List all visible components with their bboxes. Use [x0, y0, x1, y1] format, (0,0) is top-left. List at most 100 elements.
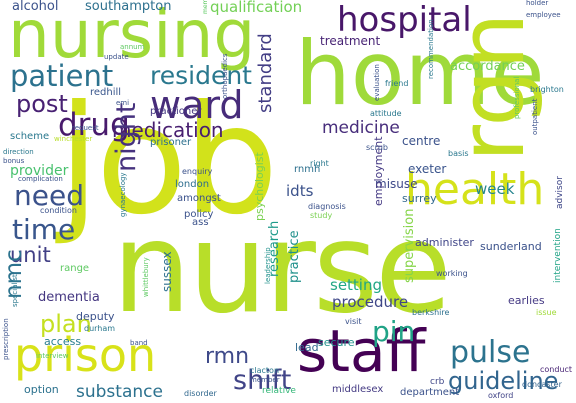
word-deputy: deputy [76, 310, 115, 323]
word-london: london [175, 179, 210, 190]
word-specialist: specialist [11, 274, 19, 307]
word-oxford: oxford [488, 391, 514, 400]
word-sunderland: sunderland [480, 240, 542, 253]
word-direction: direction [3, 148, 34, 156]
word-practioner: practioner [150, 106, 202, 117]
word-annum: annum [120, 43, 145, 51]
word-scrub: scrub [366, 143, 389, 152]
word-procedure: procedure [332, 293, 409, 311]
word-nursing: nursing [8, 0, 256, 73]
word-standard: standard [255, 33, 276, 113]
word-unit: unit [10, 243, 51, 267]
word-membership: membership [202, 0, 209, 14]
word-southampton: southampton [85, 0, 172, 14]
word-access: access [44, 335, 82, 348]
word-rnmh: rnmh [294, 164, 321, 175]
word-redhill: redhill [90, 87, 122, 98]
word-holder: holder [526, 0, 549, 7]
word-recommendation: recommendation [427, 19, 435, 79]
word-leadership: leadership [264, 247, 272, 284]
word-update: update [104, 53, 129, 61]
word-misuse: misuse [375, 177, 418, 191]
word-hospital: hospital [337, 0, 472, 40]
word-conduct: conduct [540, 365, 573, 374]
word-surrey: surrey [402, 192, 437, 205]
word-sussex: sussex [160, 251, 174, 292]
word-psychologist: psychologist [253, 152, 266, 221]
word-staff: staff [297, 317, 426, 385]
word-professional: professional [513, 76, 521, 119]
word-prison: prison [14, 328, 157, 382]
word-earlies: earlies [508, 294, 545, 307]
word-setting: setting [330, 276, 383, 294]
word-health: health [405, 164, 545, 215]
word-policy: policy [184, 209, 214, 220]
word-idts: idts [286, 182, 314, 200]
word-employee: employee [526, 11, 561, 19]
word-evaluation: evaluation [373, 64, 381, 101]
word-study: study [310, 211, 333, 220]
word-brighton: brighton [530, 85, 564, 94]
word-emi: emi [116, 99, 130, 107]
word-diagnosis: diagnosis [308, 202, 346, 211]
word-job: job [58, 74, 279, 248]
word-exeter: exeter [408, 162, 447, 176]
word-attitude: attitude [370, 109, 402, 118]
word-ward: ward [150, 83, 244, 127]
word-post: post [16, 90, 68, 118]
word-secure: secure [318, 336, 355, 349]
word-enquiry: enquiry [182, 167, 213, 176]
word-winchester: winchester [54, 135, 93, 143]
word-friend: friend [385, 79, 409, 88]
word-home: home [295, 22, 545, 125]
word-orthopaedics: orthopaedics [221, 53, 229, 99]
word-qualification: qualification [210, 0, 303, 16]
word-disorder: disorder [184, 389, 217, 398]
word-condition: condition [40, 206, 77, 215]
word-right: right [310, 159, 329, 168]
word-medication: medication [112, 118, 224, 142]
word-bonus: bonus [3, 157, 25, 165]
word-relative: relative [262, 386, 296, 396]
word-dementia: dementia [38, 290, 100, 305]
word-intervention: intervention [553, 228, 563, 283]
word-prescription: prescription [2, 318, 10, 360]
word-treatment: treatment [320, 34, 381, 48]
word-accordance: accordance [450, 59, 525, 74]
word-middlesex: middlesex [332, 384, 384, 395]
word-pulse: pulse [450, 335, 531, 370]
word-pin: pin [372, 315, 416, 348]
word-scheme: scheme [10, 131, 50, 142]
word-interview: interview [36, 352, 69, 360]
word-administer: administer [415, 236, 474, 249]
word-department: department [400, 387, 460, 398]
word-prisoner: prisoner [150, 137, 192, 148]
word-advisor: advisor [555, 176, 565, 209]
word-centre: centre [402, 134, 441, 148]
word-band: band [130, 339, 148, 347]
word-resident: resident [150, 61, 252, 90]
word-practice: practice [287, 230, 302, 283]
word-week: week [475, 180, 515, 198]
word-rmn: rmn [205, 344, 250, 369]
word-time: time [12, 213, 76, 246]
word-drug: drug [58, 107, 130, 143]
word-basis: basis [448, 149, 469, 158]
word-gynaecology: gynaecology [119, 172, 127, 217]
word-provider: provider [10, 163, 69, 179]
word-outpatient: outpatient [531, 98, 539, 135]
word-request: request [72, 124, 99, 132]
word-range: range [60, 263, 90, 274]
word-issue: issue [536, 308, 557, 317]
word-complication: complication [18, 175, 63, 183]
word-berkshire: berkshire [412, 308, 450, 317]
word-substance: substance [76, 382, 163, 402]
word-clacton: clacton [250, 366, 280, 375]
word-guideline: guideline [448, 367, 559, 395]
word-plan: plan [40, 310, 92, 338]
word-member: member [250, 376, 280, 384]
word-night: night [111, 102, 142, 172]
word-working: working [436, 269, 468, 278]
word-need: need [14, 179, 84, 212]
